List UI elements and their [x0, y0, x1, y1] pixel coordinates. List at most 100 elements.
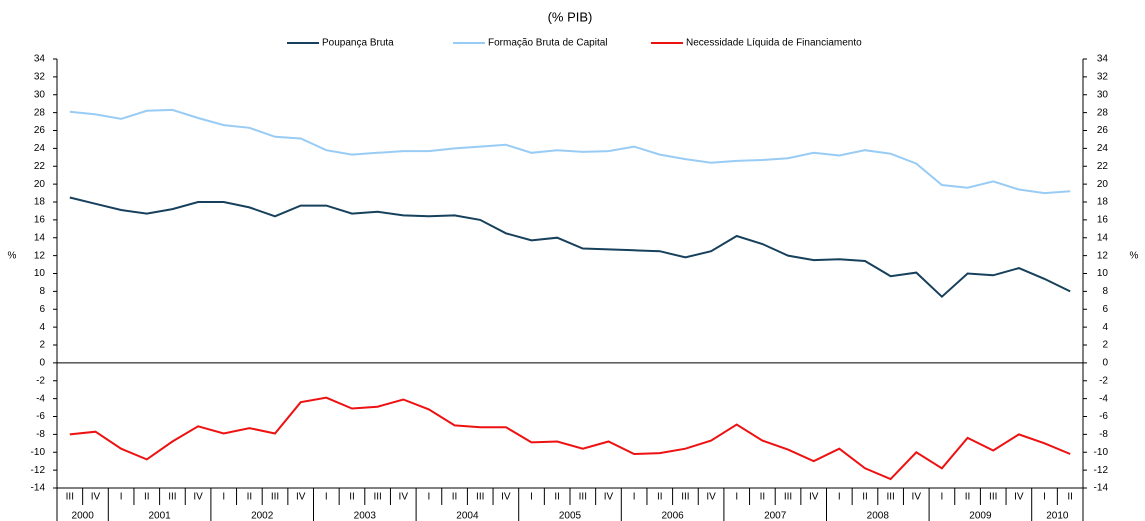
y2-tick-label: 4	[1102, 322, 1108, 333]
y2-tick-label: -12	[1094, 465, 1109, 476]
x-tick-label: IV	[91, 492, 101, 503]
x-tick-label: I	[941, 492, 944, 503]
x-tick-label: IV	[912, 492, 922, 503]
y2-tick-label: 14	[1097, 232, 1109, 243]
y2-tick-label: -14	[1094, 483, 1109, 494]
x-tick-label: I	[735, 492, 738, 503]
y-tick-label: 16	[34, 215, 46, 226]
y2-tick-label: 32	[1097, 72, 1109, 83]
x-tick-label: I	[120, 492, 123, 503]
y-tick-label: -2	[36, 375, 45, 386]
x-tick-label: III	[476, 492, 484, 503]
y2-tick-label: 2	[1102, 340, 1108, 351]
y2-tick-label: 0	[1102, 358, 1108, 369]
x-tick-label: II	[247, 492, 253, 503]
year-label: 2004	[456, 511, 479, 521]
y-tick-label: 18	[34, 197, 46, 208]
y-tick-label: 10	[34, 268, 46, 279]
x-tick-label: IV	[193, 492, 203, 503]
chart-title: (% PIB)	[548, 9, 593, 24]
year-label: 2005	[559, 511, 582, 521]
x-tick-label: II	[965, 492, 971, 503]
y2-tick-label: 20	[1097, 179, 1109, 190]
year-label: 2003	[354, 511, 377, 521]
x-tick-label: IV	[1014, 492, 1024, 503]
y-tick-label: 0	[39, 358, 45, 369]
x-tick-label: III	[373, 492, 381, 503]
year-label: 2002	[251, 511, 274, 521]
year-label: 2009	[969, 511, 992, 521]
y-tick-label: -8	[36, 429, 45, 440]
series-line	[69, 396, 1071, 481]
y-tick-label: 20	[34, 179, 46, 190]
y2-tick-label: 6	[1102, 304, 1108, 315]
y2-tick-label: 10	[1097, 268, 1109, 279]
y-tick-label: -10	[31, 447, 46, 458]
y2-tick-label: 22	[1097, 161, 1109, 172]
series-line	[69, 108, 1071, 195]
x-tick-label: III	[579, 492, 587, 503]
year-label: 2006	[661, 511, 684, 521]
x-tick-label: III	[66, 492, 74, 503]
x-tick-label: IV	[706, 492, 716, 503]
x-tick-label: III	[168, 492, 176, 503]
x-tick-label: III	[681, 492, 689, 503]
y2-tick-label: 26	[1097, 125, 1109, 136]
x-tick-label: II	[554, 492, 560, 503]
x-tick-label: II	[760, 492, 766, 503]
y2-tick-label: 30	[1097, 89, 1109, 100]
y-tick-label: 6	[39, 304, 45, 315]
y-tick-label: -14	[31, 483, 46, 494]
x-tick-label: I	[633, 492, 636, 503]
y-axis-label: %	[8, 251, 17, 262]
y-tick-label: 32	[34, 72, 46, 83]
x-tick-label: IV	[501, 492, 511, 503]
x-tick-label: II	[349, 492, 355, 503]
y2-tick-label: 28	[1097, 107, 1109, 118]
y2-tick-label: -6	[1099, 411, 1108, 422]
y2-tick-label: -8	[1099, 429, 1108, 440]
y2-tick-label: -4	[1099, 393, 1108, 404]
y-tick-label: 4	[39, 322, 45, 333]
y2-tick-label: -10	[1094, 447, 1109, 458]
x-tick-label: II	[144, 492, 150, 503]
y2-tick-label: -2	[1099, 375, 1108, 386]
y2-tick-label: 8	[1102, 286, 1108, 297]
y2-axis-label: %	[1130, 251, 1139, 262]
year-label: 2010	[1046, 511, 1069, 521]
x-tick-label: II	[862, 492, 868, 503]
x-tick-label: I	[530, 492, 533, 503]
year-label: 2007	[764, 511, 787, 521]
x-tick-label: IV	[399, 492, 409, 503]
year-label: 2000	[72, 511, 95, 521]
y-tick-label: 12	[34, 250, 46, 261]
y2-tick-label: 24	[1097, 143, 1109, 154]
y-tick-label: 30	[34, 89, 46, 100]
x-tick-label: III	[271, 492, 279, 503]
x-tick-label: II	[657, 492, 663, 503]
y-tick-label: 28	[34, 107, 46, 118]
y-tick-label: -4	[36, 393, 45, 404]
x-tick-label: III	[784, 492, 792, 503]
x-tick-label: I	[428, 492, 431, 503]
y2-tick-label: 18	[1097, 197, 1109, 208]
y2-tick-label: 12	[1097, 250, 1109, 261]
y-tick-label: 34	[34, 54, 46, 65]
y2-tick-label: 16	[1097, 215, 1109, 226]
x-tick-label: I	[1043, 492, 1046, 503]
x-tick-label: II	[452, 492, 458, 503]
y-tick-label: 2	[39, 340, 45, 351]
x-tick-label: III	[989, 492, 997, 503]
y-tick-label: -12	[31, 465, 46, 476]
y-tick-label: 26	[34, 125, 46, 136]
y-tick-label: 22	[34, 161, 46, 172]
x-tick-label: I	[838, 492, 841, 503]
y-tick-label: 24	[34, 143, 46, 154]
year-label: 2008	[867, 511, 890, 521]
series-line	[69, 196, 1071, 299]
x-tick-label: I	[325, 492, 328, 503]
legend-label: Formação Bruta de Capital	[488, 38, 608, 49]
y-tick-label: 14	[34, 232, 46, 243]
y-tick-label: 8	[39, 286, 45, 297]
